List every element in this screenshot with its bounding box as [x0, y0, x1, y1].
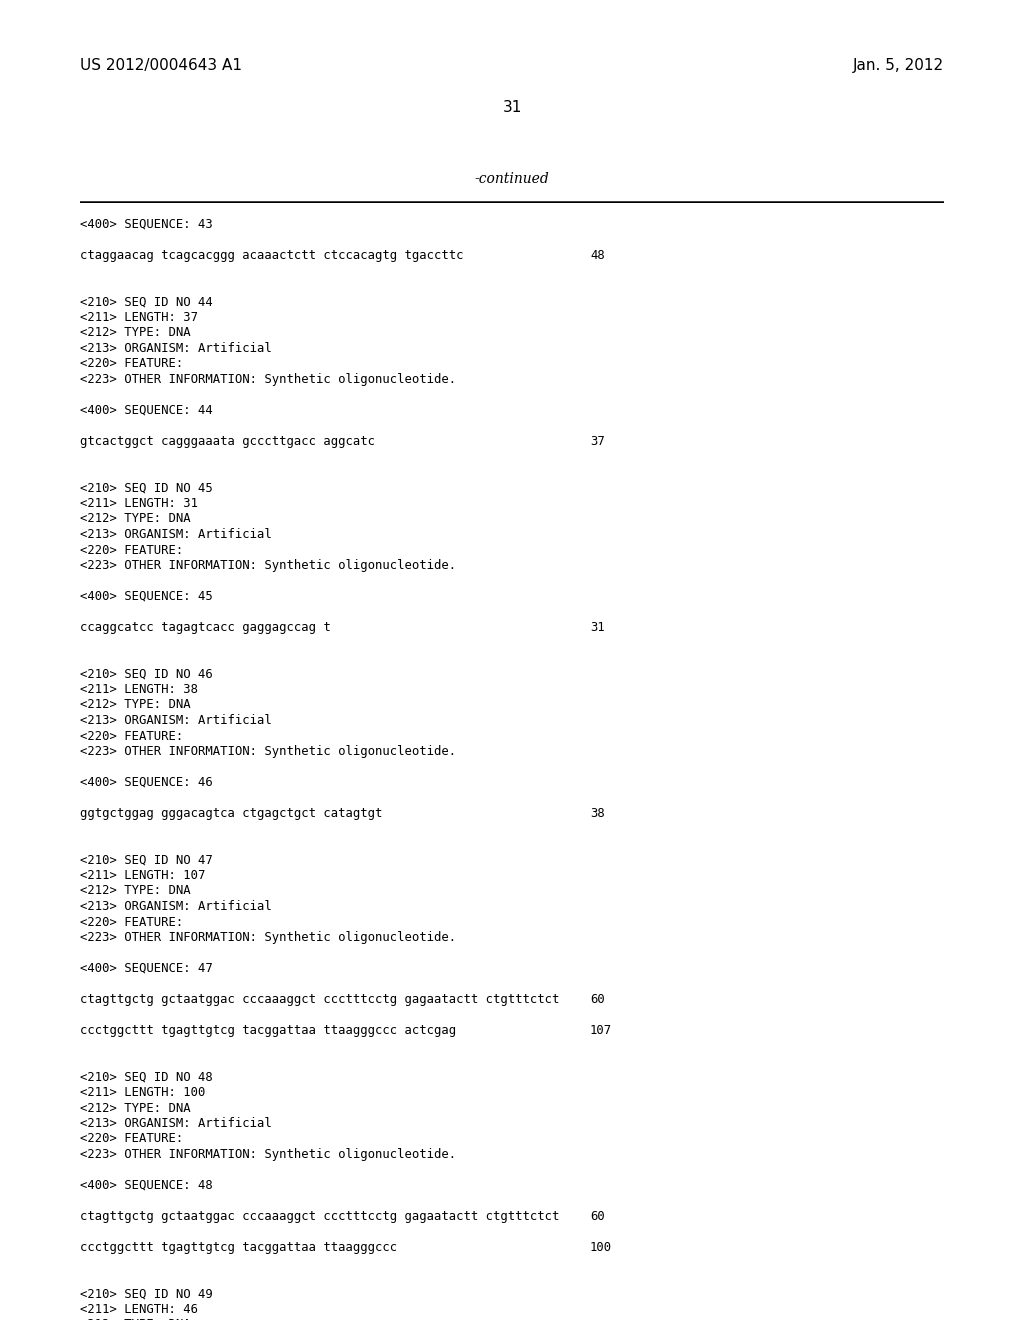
Text: <223> OTHER INFORMATION: Synthetic oligonucleotide.: <223> OTHER INFORMATION: Synthetic oligo…	[80, 931, 456, 944]
Text: 60: 60	[590, 1210, 605, 1224]
Text: <220> FEATURE:: <220> FEATURE:	[80, 358, 183, 371]
Text: <212> TYPE: DNA: <212> TYPE: DNA	[80, 326, 190, 339]
Text: <213> ORGANISM: Artificial: <213> ORGANISM: Artificial	[80, 528, 271, 541]
Text: <223> OTHER INFORMATION: Synthetic oligonucleotide.: <223> OTHER INFORMATION: Synthetic oligo…	[80, 744, 456, 758]
Text: ctagttgctg gctaatggac cccaaaggct ccctttcctg gagaatactt ctgtttctct: ctagttgctg gctaatggac cccaaaggct ccctttc…	[80, 993, 559, 1006]
Text: <210> SEQ ID NO 46: <210> SEQ ID NO 46	[80, 668, 213, 681]
Text: US 2012/0004643 A1: US 2012/0004643 A1	[80, 58, 242, 73]
Text: <210> SEQ ID NO 47: <210> SEQ ID NO 47	[80, 854, 213, 866]
Text: gtcactggct cagggaaata gcccttgacc aggcatc: gtcactggct cagggaaata gcccttgacc aggcatc	[80, 436, 375, 447]
Text: <400> SEQUENCE: 43: <400> SEQUENCE: 43	[80, 218, 213, 231]
Text: 107: 107	[590, 1024, 612, 1038]
Text: <223> OTHER INFORMATION: Synthetic oligonucleotide.: <223> OTHER INFORMATION: Synthetic oligo…	[80, 374, 456, 385]
Text: <400> SEQUENCE: 44: <400> SEQUENCE: 44	[80, 404, 213, 417]
Text: <400> SEQUENCE: 48: <400> SEQUENCE: 48	[80, 1179, 213, 1192]
Text: <212> TYPE: DNA: <212> TYPE: DNA	[80, 698, 190, 711]
Text: <210> SEQ ID NO 48: <210> SEQ ID NO 48	[80, 1071, 213, 1084]
Text: <210> SEQ ID NO 49: <210> SEQ ID NO 49	[80, 1287, 213, 1300]
Text: <213> ORGANISM: Artificial: <213> ORGANISM: Artificial	[80, 714, 271, 727]
Text: ccaggcatcc tagagtcacc gaggagccag t: ccaggcatcc tagagtcacc gaggagccag t	[80, 620, 331, 634]
Text: 100: 100	[590, 1241, 612, 1254]
Text: <213> ORGANISM: Artificial: <213> ORGANISM: Artificial	[80, 900, 271, 913]
Text: ctagttgctg gctaatggac cccaaaggct ccctttcctg gagaatactt ctgtttctct: ctagttgctg gctaatggac cccaaaggct ccctttc…	[80, 1210, 559, 1224]
Text: <400> SEQUENCE: 46: <400> SEQUENCE: 46	[80, 776, 213, 789]
Text: <213> ORGANISM: Artificial: <213> ORGANISM: Artificial	[80, 342, 271, 355]
Text: ccctggcttt tgagttgtcg tacggattaa ttaagggccc: ccctggcttt tgagttgtcg tacggattaa ttaaggg…	[80, 1241, 397, 1254]
Text: <212> TYPE: DNA: <212> TYPE: DNA	[80, 1319, 190, 1320]
Text: 38: 38	[590, 807, 605, 820]
Text: <223> OTHER INFORMATION: Synthetic oligonucleotide.: <223> OTHER INFORMATION: Synthetic oligo…	[80, 1148, 456, 1162]
Text: 48: 48	[590, 249, 605, 261]
Text: <210> SEQ ID NO 45: <210> SEQ ID NO 45	[80, 482, 213, 495]
Text: <212> TYPE: DNA: <212> TYPE: DNA	[80, 512, 190, 525]
Text: <213> ORGANISM: Artificial: <213> ORGANISM: Artificial	[80, 1117, 271, 1130]
Text: <400> SEQUENCE: 47: <400> SEQUENCE: 47	[80, 962, 213, 975]
Text: <211> LENGTH: 31: <211> LENGTH: 31	[80, 498, 198, 510]
Text: 60: 60	[590, 993, 605, 1006]
Text: <212> TYPE: DNA: <212> TYPE: DNA	[80, 884, 190, 898]
Text: ggtgctggag gggacagtca ctgagctgct catagtgt: ggtgctggag gggacagtca ctgagctgct catagtg…	[80, 807, 382, 820]
Text: -continued: -continued	[475, 172, 549, 186]
Text: <211> LENGTH: 37: <211> LENGTH: 37	[80, 312, 198, 323]
Text: 31: 31	[590, 620, 605, 634]
Text: <400> SEQUENCE: 45: <400> SEQUENCE: 45	[80, 590, 213, 603]
Text: <220> FEATURE:: <220> FEATURE:	[80, 730, 183, 742]
Text: <212> TYPE: DNA: <212> TYPE: DNA	[80, 1101, 190, 1114]
Text: 31: 31	[503, 100, 521, 115]
Text: <223> OTHER INFORMATION: Synthetic oligonucleotide.: <223> OTHER INFORMATION: Synthetic oligo…	[80, 558, 456, 572]
Text: 37: 37	[590, 436, 605, 447]
Text: <220> FEATURE:: <220> FEATURE:	[80, 544, 183, 557]
Text: <211> LENGTH: 38: <211> LENGTH: 38	[80, 682, 198, 696]
Text: Jan. 5, 2012: Jan. 5, 2012	[853, 58, 944, 73]
Text: <211> LENGTH: 100: <211> LENGTH: 100	[80, 1086, 206, 1100]
Text: <211> LENGTH: 107: <211> LENGTH: 107	[80, 869, 206, 882]
Text: <220> FEATURE:: <220> FEATURE:	[80, 1133, 183, 1146]
Text: ccctggcttt tgagttgtcg tacggattaa ttaagggccc actcgag: ccctggcttt tgagttgtcg tacggattaa ttaaggg…	[80, 1024, 456, 1038]
Text: ctaggaacag tcagcacggg acaaactctt ctccacagtg tgaccttc: ctaggaacag tcagcacggg acaaactctt ctccaca…	[80, 249, 464, 261]
Text: <220> FEATURE:: <220> FEATURE:	[80, 916, 183, 928]
Text: <211> LENGTH: 46: <211> LENGTH: 46	[80, 1303, 198, 1316]
Text: <210> SEQ ID NO 44: <210> SEQ ID NO 44	[80, 296, 213, 309]
